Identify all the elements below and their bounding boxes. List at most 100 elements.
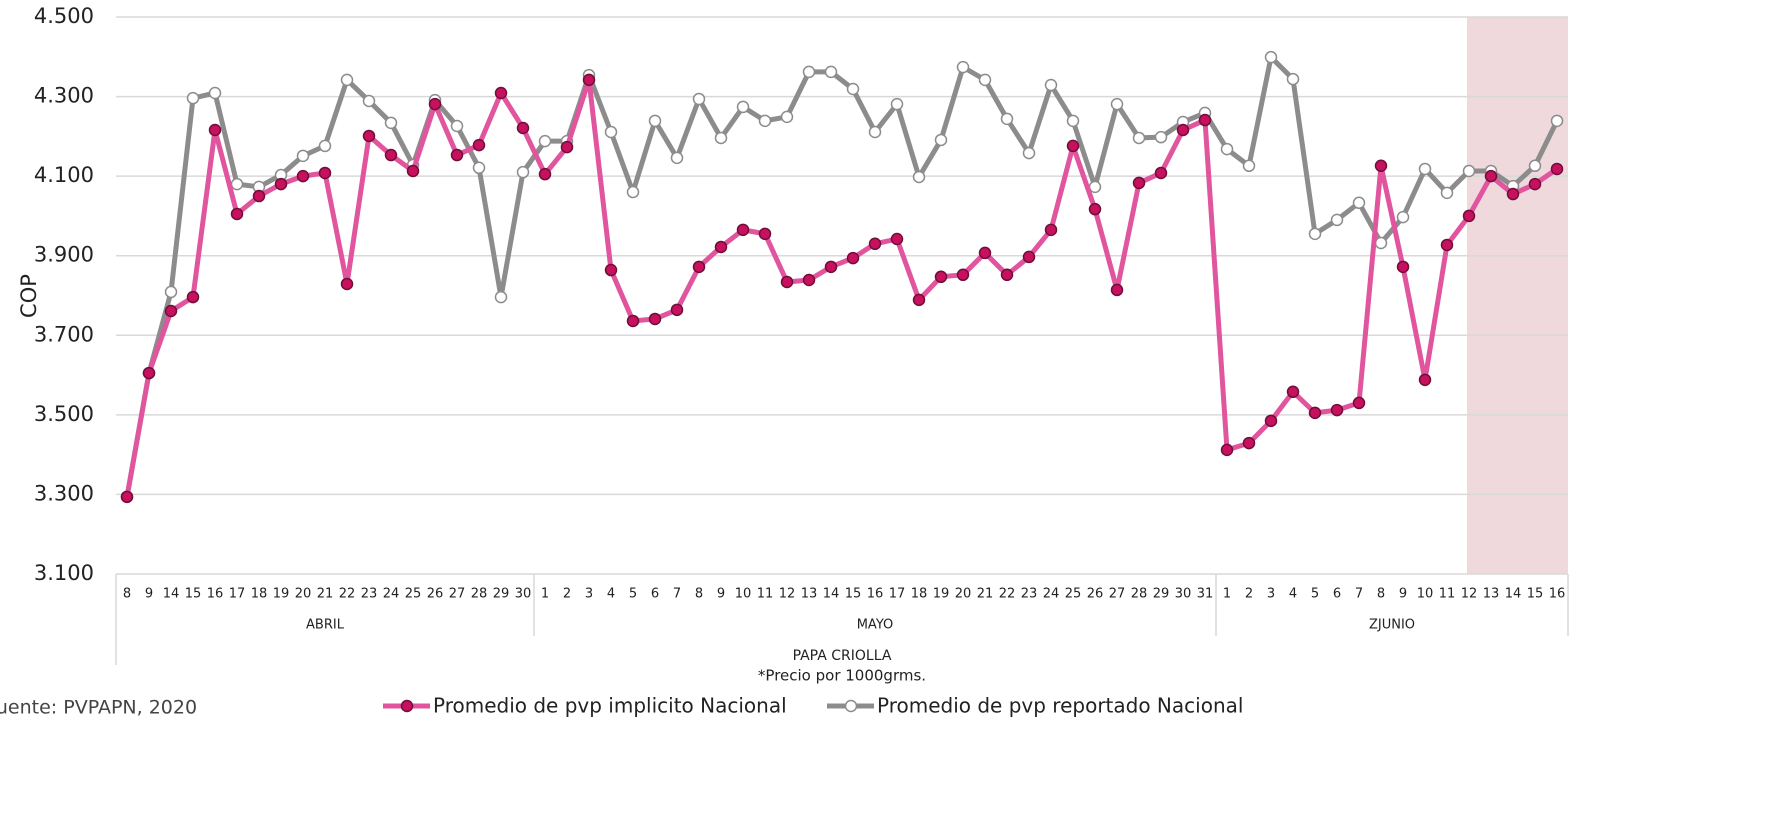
legend-marker [844,699,858,713]
x-tick-label: 6 [651,587,659,602]
data-point [1352,196,1366,210]
group-label: ZJUNIO [1369,618,1415,633]
data-point [362,129,376,143]
data-point [318,166,332,180]
x-tick-label: 4 [607,587,615,602]
data-point [802,273,816,287]
data-point [1044,78,1058,92]
data-point [1000,268,1014,282]
data-point [318,139,332,153]
legend-marker [400,699,414,713]
data-point [648,114,662,128]
x-tick-label: 4 [1289,587,1297,602]
x-tick-label: 28 [1131,587,1148,602]
x-tick-label: 13 [801,587,818,602]
x-tick-label: 8 [123,587,131,602]
data-point [846,82,860,96]
data-point [384,148,398,162]
x-tick-label: 2 [1245,587,1253,602]
x-tick-label: 12 [779,587,796,602]
x-tick-label: 24 [383,587,400,602]
data-point [1330,213,1344,227]
data-point [1418,373,1432,387]
x-tick-label: 21 [317,587,334,602]
data-point [450,119,464,133]
x-tick-label: 21 [977,587,994,602]
data-point [956,60,970,74]
data-point [1176,123,1190,137]
x-tick-label: 18 [251,587,268,602]
data-point [1154,166,1168,180]
data-point [1066,139,1080,153]
x-tick-label: 10 [1417,587,1434,602]
data-point [1264,50,1278,64]
note: *Precio por 1000grms. [758,667,926,685]
data-point [384,116,398,130]
data-point [1462,164,1476,178]
data-point [1000,112,1014,126]
x-tick-label: 22 [999,587,1016,602]
data-point [560,140,574,154]
data-point [648,312,662,326]
x-tick-label: 1 [1223,587,1231,602]
data-point [494,86,508,100]
data-point [164,285,178,299]
data-point [1352,396,1366,410]
data-point [824,65,838,79]
data-point [208,123,222,137]
data-point [1132,131,1146,145]
data-point [714,240,728,254]
x-tick-label: 18 [911,587,928,602]
data-point [670,303,684,317]
data-point [274,177,288,191]
x-tick-label: 8 [1377,587,1385,602]
data-point [120,490,134,504]
x-tick-label: 20 [955,587,972,602]
group-label: ABRIL [306,618,345,633]
x-tick-label: 7 [1355,587,1363,602]
data-point [1286,72,1300,86]
data-point [472,138,486,152]
data-point [1022,146,1036,160]
data-point [758,114,772,128]
data-point [450,148,464,162]
x-tick-label: 15 [1527,587,1544,602]
data-point [692,92,706,106]
data-point [1154,130,1168,144]
data-point [1242,159,1256,173]
x-tick-label: 17 [229,587,246,602]
data-point [890,232,904,246]
data-point [934,133,948,147]
data-point [846,251,860,265]
data-point [890,97,904,111]
data-point [714,131,728,145]
data-point [692,260,706,274]
data-point [1088,202,1102,216]
data-point [1286,385,1300,399]
data-point [912,293,926,307]
data-point [494,290,508,304]
data-point [1110,283,1124,297]
data-point [802,65,816,79]
legend-label: Promedio de pvp implicito Nacional [433,694,787,718]
data-point [186,290,200,304]
data-point [208,86,222,100]
x-tick-label: 6 [1333,587,1341,602]
x-tick-label: 12 [1461,587,1478,602]
x-tick-label: 9 [1399,587,1407,602]
data-point [912,170,926,184]
data-point [626,185,640,199]
data-point [1044,223,1058,237]
data-point [1462,209,1476,223]
data-point [868,125,882,139]
x-tick-label: 27 [1109,587,1126,602]
x-tick-label: 9 [717,587,725,602]
data-point [1264,414,1278,428]
data-point [758,227,772,241]
data-point [516,121,530,135]
x-tick-label: 13 [1483,587,1500,602]
data-point [142,366,156,380]
x-tick-label: 26 [427,587,444,602]
data-point [186,91,200,105]
